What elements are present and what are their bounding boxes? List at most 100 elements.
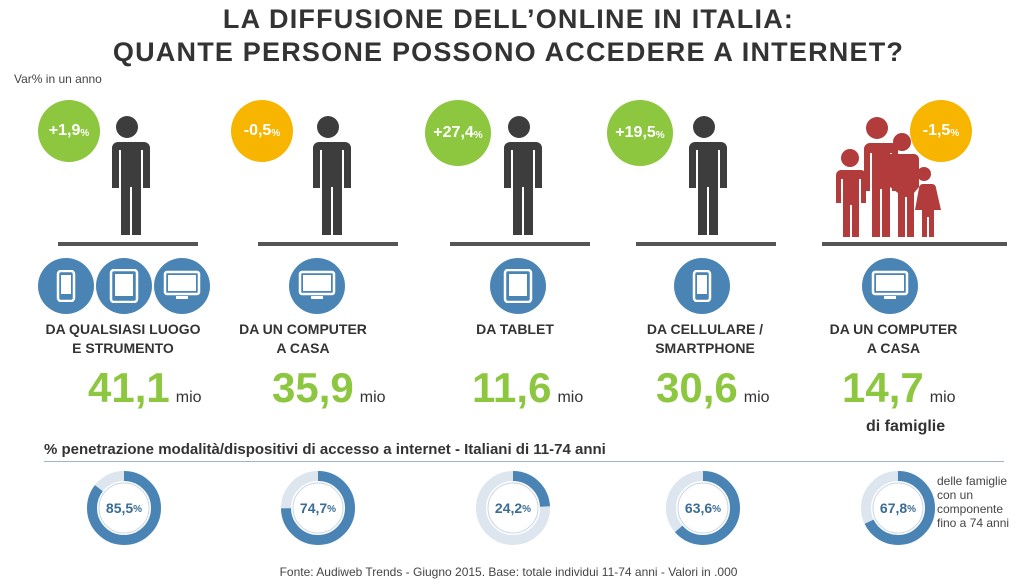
label-line2: E STRUMENTO — [72, 340, 174, 356]
column-label: DA UN COMPUTER A CASA — [826, 320, 961, 358]
families-note: delle famiglie con un componente fino a … — [937, 474, 1010, 530]
change-unit: % — [271, 128, 281, 139]
label-line2: A CASA — [276, 340, 330, 356]
users-value: 11,6 mio — [472, 364, 583, 412]
donut-label: 85,5% — [86, 470, 162, 546]
value-number: 11,6 — [472, 364, 552, 411]
penetration-donut: 85,5% — [86, 470, 162, 551]
donut-arc — [861, 471, 935, 545]
change-value: +27,4 — [433, 124, 474, 141]
value-number: 30,6 — [656, 364, 738, 411]
column-label: DA QUALSIASI LUOGO E STRUMENTO — [38, 320, 208, 358]
donut-ring — [861, 471, 935, 545]
donut-value: 63,6 — [684, 500, 713, 516]
families-label: di famiglie — [866, 418, 946, 435]
penetration-donut: 63,6% — [665, 470, 741, 551]
monitor-icon — [862, 258, 918, 314]
device-icons — [674, 258, 730, 314]
value-number: 14,7 — [842, 364, 924, 411]
label-line1: DA QUALSIASI LUOGO — [45, 321, 201, 337]
donut-unit: % — [133, 504, 143, 515]
divider-line — [58, 242, 198, 246]
donut-ring — [281, 471, 355, 545]
users-value: 41,1 mio — [88, 364, 202, 412]
donut-ring — [476, 471, 550, 545]
divider-line — [636, 242, 776, 246]
person-icon — [311, 116, 351, 235]
penetration-donut: 67,8% — [860, 470, 936, 551]
users-value: 35,9 mio — [272, 364, 386, 412]
label-line1: DA UN COMPUTER — [829, 321, 958, 337]
donut-arc — [281, 471, 355, 545]
variation-label: Var% in un anno — [14, 72, 102, 86]
page-title-line1: LA DIFFUSIONE DELL’ONLINE IN ITALIA: — [222, 4, 795, 34]
label-line1: DA UN COMPUTER — [239, 321, 367, 337]
users-value: 14,7 mio — [842, 364, 956, 412]
donut-label: 74,7% — [280, 470, 356, 546]
donut-arc — [87, 471, 161, 545]
device-icons — [490, 258, 546, 314]
tablet-icon — [96, 258, 152, 314]
device-icons — [289, 258, 345, 314]
value-number: 41,1 — [88, 364, 170, 411]
penetration-section-title: % penetrazione modalità/dispositivi di a… — [44, 441, 606, 458]
device-icons — [862, 258, 918, 314]
value-unit: mio — [557, 389, 584, 406]
value-number: 35,9 — [272, 364, 354, 411]
donut-arc — [666, 471, 740, 545]
donut-label: 24,2% — [475, 470, 551, 546]
change-value: +1,9 — [48, 122, 81, 139]
person-icon — [110, 116, 150, 235]
device-icons — [38, 258, 210, 314]
value-unit: mio — [929, 389, 956, 406]
label-line2: A CASA — [866, 340, 921, 356]
users-value: 30,6 mio — [656, 364, 770, 412]
label-line1: DA CELLULARE / — [646, 321, 764, 337]
change-unit: % — [655, 130, 665, 141]
donut-value: 74,7 — [299, 500, 328, 516]
family-icon — [836, 117, 941, 237]
donut-ring — [666, 471, 740, 545]
donut-unit: % — [522, 504, 532, 515]
change-unit: % — [80, 128, 90, 139]
monitor-icon — [289, 258, 345, 314]
donut-label: 63,6% — [665, 470, 741, 546]
monitor-icon — [154, 258, 210, 314]
smartphone-icon — [38, 258, 94, 314]
divider-line — [822, 242, 1007, 246]
donut-label: 67,8% — [860, 470, 936, 546]
smartphone-icon — [674, 258, 730, 314]
divider-line — [450, 242, 590, 246]
column-label: DA CELLULARE / SMARTPHONE — [640, 320, 770, 358]
change-value: -0,5 — [243, 122, 272, 139]
page-title-line2: QUANTE PERSONE POSSONO ACCEDERE A INTERN… — [112, 37, 905, 67]
person-icon — [687, 116, 727, 235]
section-divider — [44, 461, 1004, 462]
change-bubble: +27,4% — [425, 100, 491, 166]
donut-value: 67,8 — [879, 500, 908, 516]
value-unit: mio — [359, 389, 386, 406]
donut-value: 24,2 — [494, 500, 523, 516]
donut-ring — [87, 471, 161, 545]
value-unit: mio — [175, 389, 202, 406]
donut-unit: % — [327, 504, 337, 515]
label-line2: SMARTPHONE — [655, 340, 755, 356]
column-label: DA TABLET — [460, 320, 570, 339]
change-bubble: +1,9% — [38, 100, 100, 162]
value-unit: mio — [743, 389, 770, 406]
penetration-donut: 74,7% — [280, 470, 356, 551]
tablet-icon — [490, 258, 546, 314]
donut-unit: % — [907, 504, 917, 515]
change-value: +19,5 — [615, 124, 656, 141]
person-icon — [502, 116, 542, 235]
penetration-donut: 24,2% — [475, 470, 551, 551]
change-bubble: -1,5% — [910, 100, 972, 162]
change-value: -1,5 — [922, 122, 951, 139]
label-line1: DA TABLET — [476, 321, 554, 337]
donut-unit: % — [712, 504, 722, 515]
change-unit: % — [950, 128, 960, 139]
divider-line — [258, 242, 398, 246]
donut-arc — [476, 471, 550, 545]
change-bubble: -0,5% — [231, 100, 293, 162]
column-label: DA UN COMPUTER A CASA — [238, 320, 368, 358]
